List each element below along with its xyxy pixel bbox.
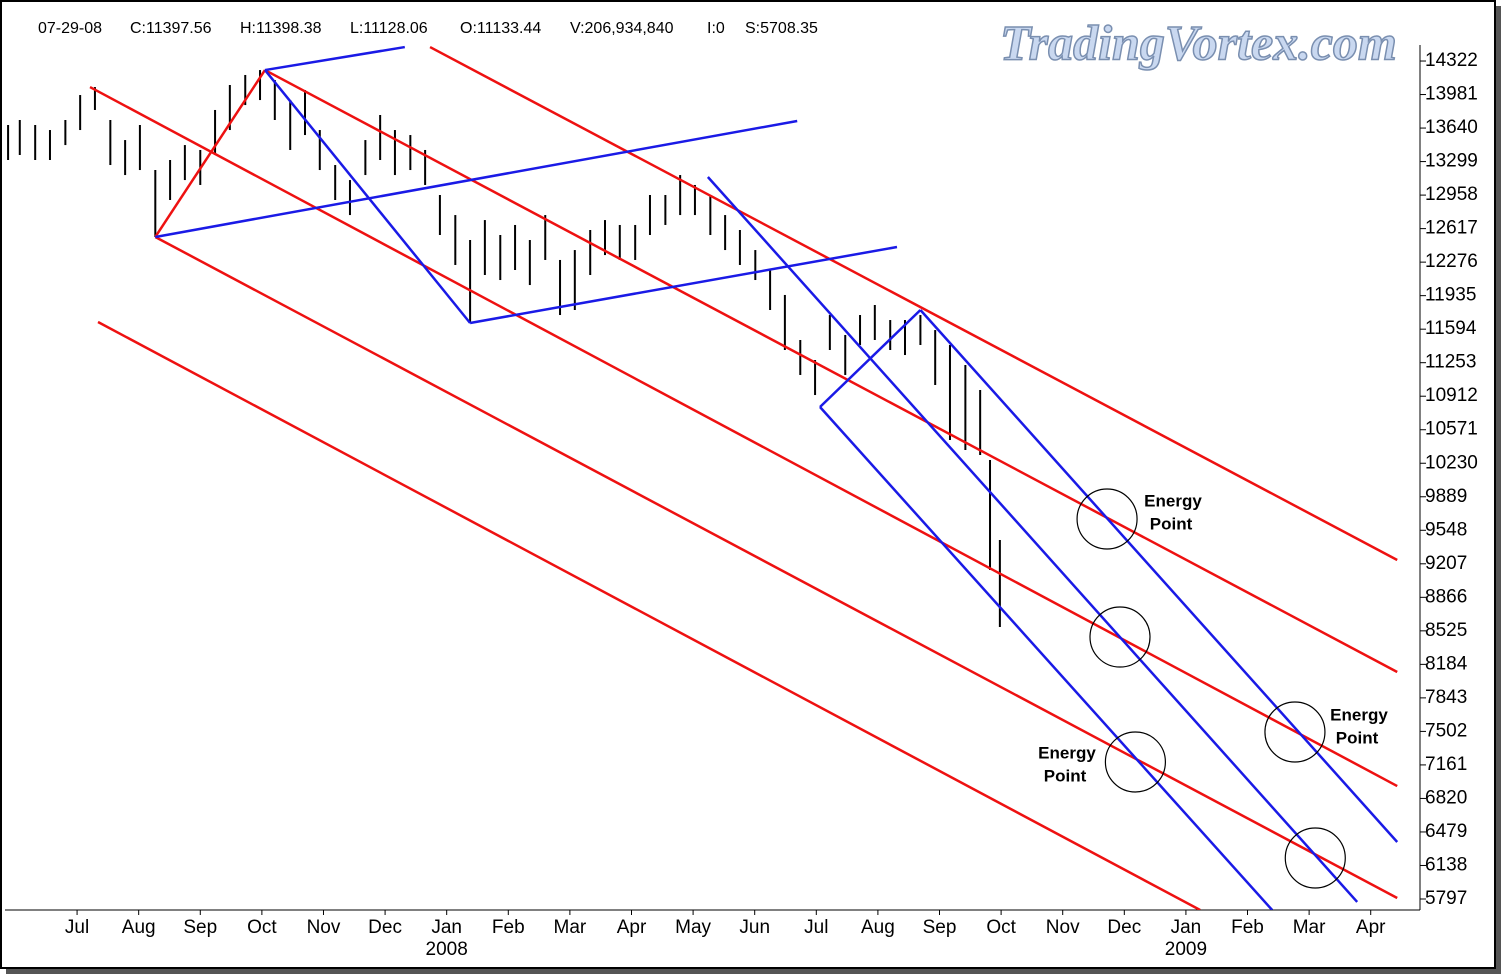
- trend-line: [706, 176, 1359, 903]
- y-tick-label: 13640: [1425, 117, 1478, 138]
- trend-line: [263, 69, 472, 324]
- x-tick-label: Feb: [1231, 917, 1264, 938]
- energy-circle: [1284, 827, 1346, 889]
- y-tick-label: 7843: [1425, 687, 1467, 708]
- y-tick-label: 11935: [1425, 285, 1476, 306]
- watermark: TradingVortex.com: [1000, 14, 1397, 70]
- y-tick-label: 6138: [1425, 854, 1467, 875]
- x-tick-label: Jul: [65, 917, 89, 938]
- x-tick-label: May: [675, 917, 711, 938]
- trend-line: [264, 68, 1398, 674]
- x-tick-label: Jul: [804, 917, 828, 938]
- x-tick-label: Aug: [861, 917, 895, 938]
- header-interest: I:0: [707, 20, 725, 37]
- y-tick-label: 12276: [1425, 251, 1478, 272]
- x-tick-label: Mar: [1293, 917, 1326, 938]
- y-tick-label: 9207: [1425, 553, 1467, 574]
- header-open: O:11133.44: [460, 20, 541, 37]
- y-tick-label: 13299: [1425, 151, 1478, 172]
- trend-line: [919, 309, 1399, 843]
- y-tick-label: 12958: [1425, 184, 1478, 205]
- y-tick-label: 9889: [1425, 486, 1467, 507]
- header-low: L:11128.06: [350, 20, 428, 37]
- trend-line: [154, 69, 267, 238]
- trend-line: [154, 235, 1398, 900]
- x-tick-label: Apr: [617, 917, 647, 938]
- y-tick-label: 7161: [1425, 754, 1467, 775]
- y-tick-label: 8866: [1425, 586, 1467, 607]
- trend-line: [89, 85, 1398, 788]
- y-tick-label: 5797: [1425, 888, 1467, 909]
- x-tick-label: Jun: [739, 917, 770, 938]
- header-close: C:11397.56: [130, 20, 212, 37]
- energy-circle: [1089, 606, 1151, 668]
- y-tick-label: 11594: [1425, 318, 1477, 339]
- header-high: H:11398.38: [240, 20, 322, 37]
- y-tick-label: 9548: [1425, 519, 1467, 540]
- frame-shadow: [1496, 6, 1501, 973]
- energy-circle: [1076, 488, 1138, 550]
- y-tick-label: 11253: [1425, 352, 1476, 373]
- trend-line: [819, 309, 922, 408]
- y-tick-label: 6820: [1425, 787, 1467, 808]
- y-tick-label: 10230: [1425, 452, 1478, 473]
- y-tick-label: 6479: [1425, 821, 1467, 842]
- annotation-line: Point: [1336, 728, 1379, 747]
- y-tick-label: 13981: [1425, 84, 1478, 105]
- trend-line: [97, 320, 1201, 910]
- frame-shadow: [6, 969, 1501, 974]
- x-tick-label: Sep: [923, 917, 957, 938]
- y-tick-label: 8525: [1425, 620, 1467, 641]
- annotation: Energy Point Energy Point Energy Point: [1038, 491, 1388, 785]
- x-tick-label: Nov: [1046, 917, 1080, 938]
- header-s: S:5708.35: [745, 20, 818, 37]
- annotation-line: Point: [1044, 766, 1087, 785]
- header: 07-29-08 C:11397.56 H:11398.38 L:11128.0…: [38, 20, 818, 37]
- x-tick-label: Aug: [122, 917, 156, 938]
- x-tick-label: Jan: [1171, 917, 1202, 938]
- year-label: 2009: [1165, 939, 1207, 960]
- x-tick-label: Oct: [986, 917, 1016, 938]
- x-tick-label: Dec: [1107, 917, 1141, 938]
- x-tick-label: Sep: [183, 917, 217, 938]
- y-tick-label: 10571: [1425, 419, 1478, 440]
- plot-area: [7, 45, 1399, 910]
- energy-circle: [1264, 701, 1326, 763]
- x-tick-label: Oct: [247, 917, 277, 938]
- y-tick-label: 10912: [1425, 385, 1478, 406]
- trend-line: [429, 45, 1398, 562]
- trend-line: [819, 406, 1274, 910]
- year-label: 2008: [426, 939, 468, 960]
- x-tick-label: Feb: [492, 917, 525, 938]
- annotation-line: Energy: [1330, 705, 1388, 724]
- annotation-line: Energy: [1038, 743, 1096, 762]
- y-tick-label: 7502: [1425, 720, 1467, 741]
- trend-line: [469, 245, 898, 325]
- trend-line: [264, 45, 406, 72]
- x-tick-label: Nov: [307, 917, 341, 938]
- annotation-line: Point: [1150, 514, 1193, 533]
- x-tick-label: Mar: [554, 917, 587, 938]
- trend-line: [155, 119, 798, 239]
- annotation-line: Energy: [1144, 491, 1202, 510]
- header-volume: V:206,934,840: [570, 20, 674, 37]
- x-tick-label: Dec: [368, 917, 402, 938]
- x-tick-label: Apr: [1356, 917, 1386, 938]
- y-tick-label: 8184: [1425, 653, 1468, 674]
- x-tick-label: Jan: [431, 917, 462, 938]
- y-tick-label: 12617: [1425, 218, 1478, 239]
- energy-circle: [1104, 731, 1166, 793]
- y-tick-label: 14322: [1425, 50, 1478, 71]
- header-date: 07-29-08: [38, 20, 102, 37]
